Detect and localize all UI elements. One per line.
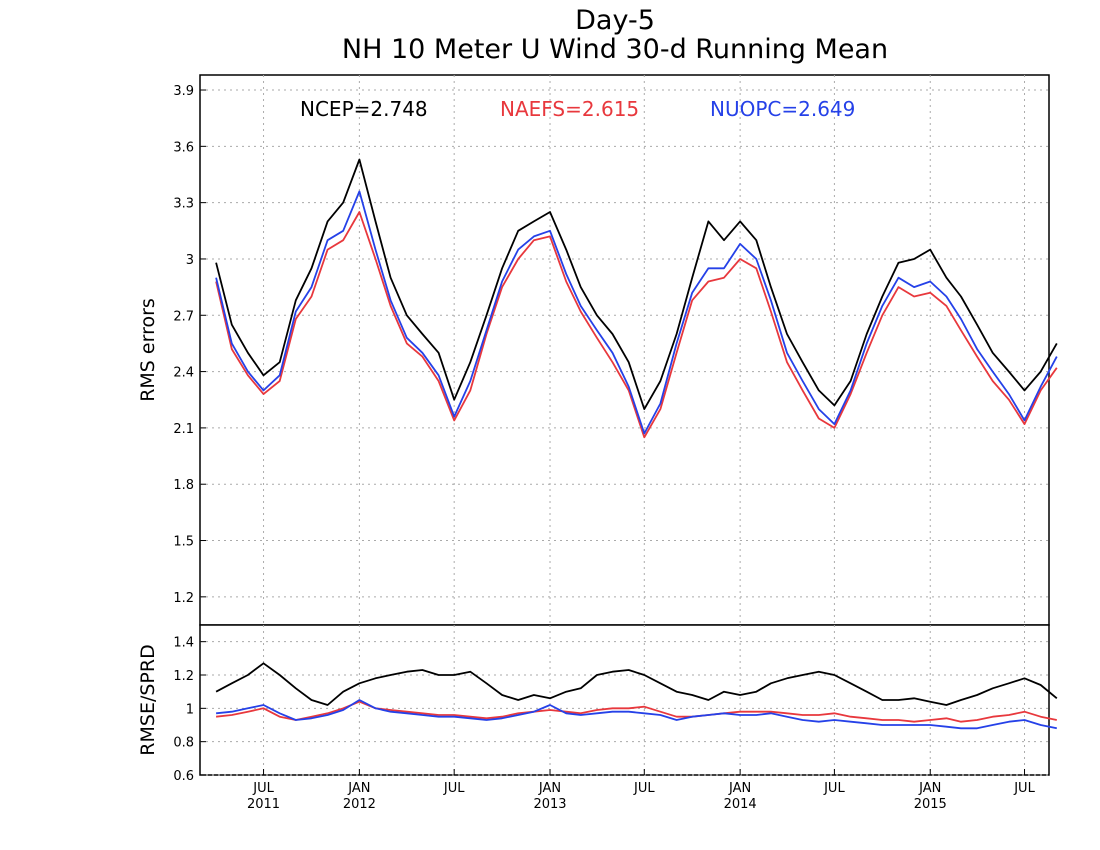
bottom-y-tick-label: 1.4 (173, 636, 194, 651)
bottom-series-group (215, 662, 1058, 730)
x-tick-month: JUL (633, 781, 655, 796)
bottom-y-tick-label: 0.8 (173, 736, 194, 751)
x-tick-year: 2013 (533, 797, 566, 812)
bottom-panel: 0.6 0.8 1 1.2 1.4 RMSE/SPRD (137, 624, 1058, 784)
x-tick-year: 2012 (343, 797, 376, 812)
top-series-naefs (215, 211, 1058, 439)
bottom-y-ticks: 0.6 0.8 1 1.2 1.4 (173, 636, 206, 784)
x-tick-month: JAN (728, 781, 751, 796)
top-y-tick-label: 3.9 (173, 84, 194, 99)
x-tick-year: 2014 (724, 797, 757, 812)
top-y-ticks: 1.2 1.5 1.8 2.1 2.4 2.7 3 3.3 3.6 3.9 (173, 84, 206, 606)
top-y-tick-label: 1.5 (173, 535, 194, 550)
top-y-tick-label: 1.2 (173, 591, 194, 606)
legend-nuopc: NUOPC=2.649 (710, 97, 855, 121)
x-tick-month: JAN (918, 781, 941, 796)
x-tick-year: 2011 (247, 797, 280, 812)
top-y-tick-label: 3 (186, 253, 194, 268)
x-tick-month: JUL (1013, 781, 1035, 796)
x-tick-month: JUL (443, 781, 465, 796)
top-y-tick-label: 2.1 (173, 422, 194, 437)
bottom-gridlines (200, 625, 1049, 776)
bottom-series-ncep (215, 662, 1058, 706)
bottom-panel-frame (199, 624, 1050, 776)
bottom-series-nuopc (216, 699, 1057, 730)
top-y-tick-label: 2.7 (173, 309, 194, 324)
legend-ncep: NCEP=2.748 (300, 97, 428, 121)
bottom-y-tick-label: 1.2 (173, 669, 194, 684)
x-tick-month: JUL (823, 781, 845, 796)
chart-title-line1: Day-5 (575, 5, 655, 36)
bottom-y-axis-label: RMSE/SPRD (137, 644, 159, 755)
bottom-y-tick-label: 1 (186, 702, 194, 717)
top-panel: 1.21.51.82.12.42.733.33.63.9 RMS errors … (137, 74, 1058, 626)
x-tick-month: JAN (347, 781, 370, 796)
x-tick-year: 2015 (914, 797, 947, 812)
chart-title-line2: NH 10 Meter U Wind 30-d Running Mean (342, 34, 888, 65)
top-gridlines (200, 75, 1049, 625)
top-y-tick-label: 1.8 (173, 478, 194, 493)
x-tick-month: JUL (252, 781, 274, 796)
top-series-nuopc (215, 190, 1058, 435)
x-tick-month: JAN (538, 781, 561, 796)
bottom-y-tick-label: 0.6 (173, 769, 194, 784)
top-y-tick-label: 2.4 (173, 366, 194, 381)
top-y-tick-label: 3.3 (173, 197, 194, 212)
bottom-series-naefs (216, 700, 1057, 723)
top-y-tick-label: 3.6 (173, 140, 194, 155)
top-series-ncep (215, 158, 1058, 410)
top-panel-frame (199, 74, 1050, 626)
top-series-group (215, 158, 1058, 439)
legend-naefs: NAEFS=2.615 (500, 97, 639, 121)
top-y-axis-label: RMS errors (137, 298, 159, 402)
